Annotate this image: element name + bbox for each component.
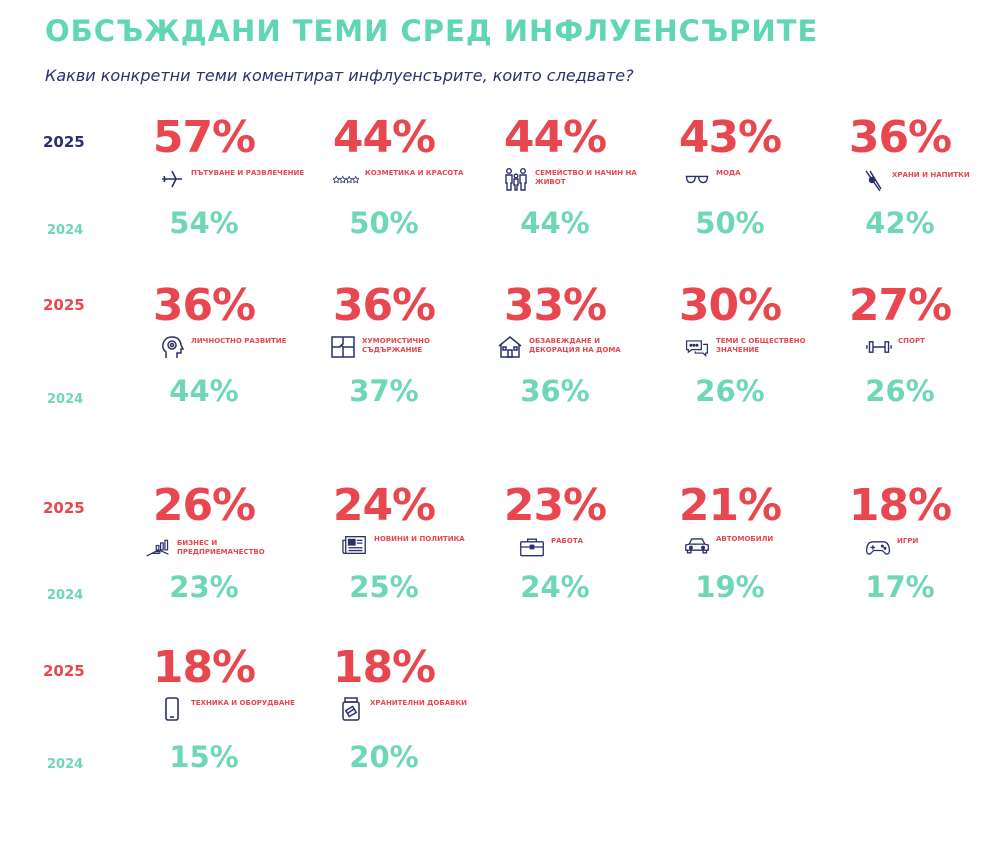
value-2024: 26% [865, 374, 935, 408]
value-2024: 24% [520, 570, 590, 604]
topic-label: Автомобили [716, 535, 774, 543]
value-2024: 25% [349, 570, 419, 604]
value-2025: 33% [503, 280, 607, 331]
year-2025-label: 2025 [43, 133, 85, 151]
topic-label: Теми с обществено значение [716, 337, 806, 354]
briefcase-icon [518, 534, 546, 560]
smartphone-icon [158, 696, 186, 722]
car-icon [683, 532, 711, 558]
value-2025: 44% [503, 112, 607, 163]
supplement-jar-icon [337, 696, 365, 722]
year-2024-label: 2024 [47, 588, 84, 603]
topic-label: Работа [551, 537, 584, 545]
chopsticks-icon [859, 168, 887, 194]
year-2025-label: 2025 [43, 296, 85, 314]
topic-label: Обзавеждане и декорация на дома [529, 337, 621, 354]
chat-bubbles-icon [683, 334, 711, 360]
dumbbell-icon [865, 334, 893, 360]
topic-label: Хранителни добавки [370, 699, 468, 707]
value-2025: 18% [848, 480, 952, 531]
year-2024-label: 2024 [47, 392, 84, 407]
value-2024: 50% [349, 206, 419, 240]
value-2024: 44% [169, 374, 239, 408]
value-2024: 36% [520, 374, 590, 408]
year-2024-label: 2024 [47, 757, 84, 772]
stars-icon [332, 166, 360, 192]
value-2025: 24% [332, 480, 436, 531]
value-2025: 36% [332, 280, 436, 331]
value-2025: 44% [332, 112, 436, 163]
topic-label: Мода [716, 169, 741, 177]
value-2024: 26% [695, 374, 765, 408]
topic-label: Козметика и красота [365, 169, 464, 177]
topic-label: Пътуване и развлечение [191, 169, 305, 177]
value-2024: 19% [695, 570, 765, 604]
topic-label: Игри [897, 537, 919, 545]
topic-label: Семейство и начин на живот [535, 169, 637, 186]
page-subtitle: Какви конкретни теми коментират инфлуенс… [45, 66, 634, 85]
family-icon [502, 166, 530, 192]
topic-label: Новини и политика [374, 535, 465, 543]
year-2025-label: 2025 [43, 499, 85, 517]
house-icon [496, 334, 524, 360]
puzzle-icon [329, 334, 357, 360]
growth-hand-icon [144, 536, 172, 562]
topic-label: Техника и оборудване [191, 699, 295, 707]
value-2024: 54% [169, 206, 239, 240]
topic-label: Личностно развитие [191, 337, 287, 345]
airplane-icon [158, 166, 186, 192]
value-2024: 50% [695, 206, 765, 240]
value-2025: 57% [152, 112, 256, 163]
topic-label: Спорт [898, 337, 925, 345]
value-2025: 36% [848, 112, 952, 163]
value-2025: 18% [332, 642, 436, 693]
value-2025: 36% [152, 280, 256, 331]
glasses-icon [683, 166, 711, 192]
page-title: ОБСЪЖДАНИ ТЕМИ СРЕД ИНФЛУЕНСЪРИТЕ [45, 14, 819, 48]
value-2025: 27% [848, 280, 952, 331]
gamepad-icon [864, 534, 892, 560]
value-2025: 30% [678, 280, 782, 331]
value-2024: 37% [349, 374, 419, 408]
topic-label: Хумористично съдържание [362, 337, 430, 354]
value-2024: 17% [865, 570, 935, 604]
value-2025: 23% [503, 480, 607, 531]
value-2024: 44% [520, 206, 590, 240]
head-target-icon [158, 334, 186, 360]
newspaper-icon [341, 532, 369, 558]
value-2025: 43% [678, 112, 782, 163]
year-2025-label: 2025 [43, 662, 85, 680]
value-2024: 23% [169, 570, 239, 604]
value-2024: 42% [865, 206, 935, 240]
value-2024: 15% [169, 740, 239, 774]
topic-label: Храни и напитки [892, 171, 970, 179]
value-2024: 20% [349, 740, 419, 774]
value-2025: 21% [678, 480, 782, 531]
topic-label: Бизнес и предприемачество [177, 539, 265, 556]
value-2025: 18% [152, 642, 256, 693]
value-2025: 26% [152, 480, 256, 531]
year-2024-label: 2024 [47, 223, 84, 238]
